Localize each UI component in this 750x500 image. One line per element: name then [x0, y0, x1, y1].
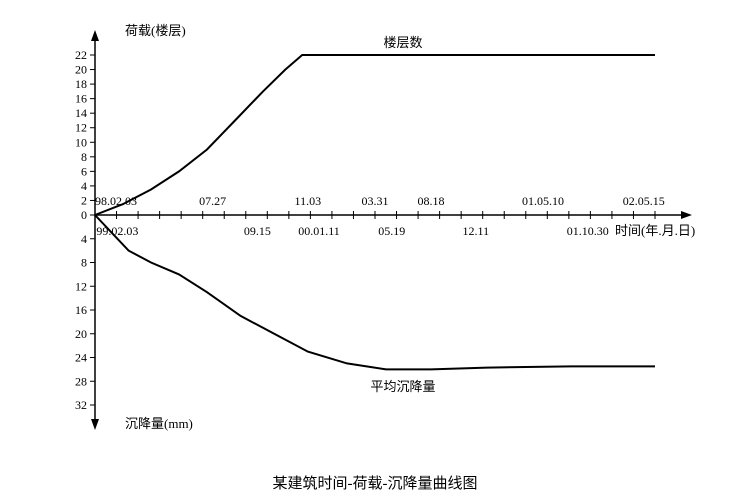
ytick-top-label: 2: [81, 193, 87, 207]
x-bottom-date: 05.19: [378, 224, 405, 238]
ytick-top-label: 22: [75, 48, 87, 62]
x-bottom-date: 01.10.30: [567, 224, 609, 238]
ytick-bottom-label: 8: [81, 256, 87, 270]
load-curve: [95, 55, 655, 215]
x-bottom-date: 00.01.11: [298, 224, 340, 238]
load-curve-label: 楼层数: [383, 35, 422, 50]
x-bottom-date: 12.11: [463, 224, 490, 238]
x-bottom-date: 99.02.03: [96, 224, 138, 238]
y-bottom-axis-label: 沉降量(mm): [125, 416, 193, 431]
x-top-date: 02.05.15: [623, 194, 665, 208]
ytick-top-label: 18: [75, 77, 87, 91]
y-top-axis-label: 荷载(楼层): [125, 23, 186, 38]
ytick-bottom-label: 28: [75, 374, 87, 388]
x-top-date: 08.18: [418, 194, 445, 208]
ytick-top-label: 10: [75, 135, 87, 149]
ytick-bottom-label: 12: [75, 279, 87, 293]
ytick-bottom-label: 20: [75, 327, 87, 341]
ytick-top-label: 6: [81, 164, 87, 178]
settlement-curve: [95, 215, 655, 369]
x-bottom-date: 09.15: [244, 224, 271, 238]
ytick-top-label: 16: [75, 92, 87, 106]
ytick-zero-label: 0: [81, 208, 87, 222]
x-top-date: 01.05.10: [522, 194, 564, 208]
ytick-bottom-label: 4: [81, 232, 87, 246]
x-axis-arrow: [681, 211, 692, 219]
x-top-date: 11.03: [295, 194, 322, 208]
y-axis-arrow-down: [91, 419, 99, 430]
ytick-bottom-label: 32: [75, 398, 87, 412]
x-axis-label: 时间(年.月.日): [615, 223, 695, 238]
y-axis-arrow-up: [91, 30, 99, 41]
load-settlement-chart: 24681012141618202204812162024283298.02.0…: [0, 0, 750, 500]
x-top-date: 03.31: [362, 194, 389, 208]
x-top-date: 07.27: [199, 194, 226, 208]
settlement-curve-label: 平均沉降量: [370, 379, 435, 394]
ytick-bottom-label: 24: [75, 351, 87, 365]
ytick-top-label: 14: [75, 106, 87, 120]
ytick-top-label: 12: [75, 121, 87, 135]
ytick-bottom-label: 16: [75, 303, 87, 317]
ytick-top-label: 20: [75, 63, 87, 77]
ytick-top-label: 4: [81, 179, 87, 193]
figure-caption: 某建筑时间-荷载-沉降量曲线图: [273, 475, 478, 492]
ytick-top-label: 8: [81, 150, 87, 164]
